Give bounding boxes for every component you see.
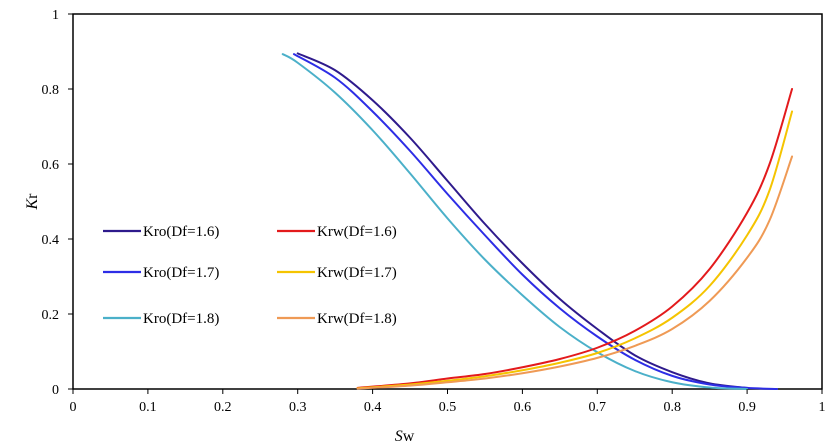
plot-area — [72, 13, 823, 390]
plot-frame — [72, 13, 823, 390]
series-line-kro-df-1-6 — [296, 52, 749, 389]
x-tick-label: 0.4 — [364, 400, 382, 415]
legend-label: Kro(Df=1.7) — [143, 265, 219, 281]
x-tick-label: 0 — [70, 400, 77, 415]
legend-label: Kro(Df=1.6) — [143, 224, 219, 240]
y-axis-title-subscript: r — [24, 193, 41, 199]
series-line-kro-df-1-8 — [281, 53, 749, 390]
y-tick-label: 0.4 — [42, 233, 60, 248]
y-tick-label: 0.6 — [42, 158, 60, 173]
x-axis-title: Sw — [395, 428, 415, 444]
legend-label: Krw(Df=1.6) — [317, 224, 397, 240]
series-line-krw-df-1-6 — [356, 88, 794, 389]
legend-label: Krw(Df=1.7) — [317, 265, 397, 281]
x-tick-label: 0.9 — [738, 400, 756, 415]
series-line-krw-df-1-7 — [356, 110, 794, 390]
x-axis-title-subscript: w — [403, 428, 415, 444]
series-line-krw-df-1-8 — [356, 155, 794, 390]
series-line-kro-df-1-7 — [292, 53, 779, 390]
legend-item-kro-df-1-6: Kro(Df=1.6) — [103, 224, 219, 240]
x-tick-label: 0.8 — [663, 400, 681, 415]
x-tick-label: 0.7 — [589, 400, 607, 415]
legend-item-kro-df-1-7: Kro(Df=1.7) — [103, 265, 219, 281]
legend-item-krw-df-1-7: Krw(Df=1.7) — [277, 265, 397, 281]
legend-label: Kro(Df=1.8) — [143, 311, 219, 327]
y-tick-label: 0.8 — [42, 83, 60, 98]
x-axis-title-symbol: S — [395, 428, 403, 444]
y-tick-label: 0 — [52, 383, 59, 398]
legend-item-kro-df-1-8: Kro(Df=1.8) — [103, 311, 219, 327]
x-tick-label: 0.2 — [214, 400, 232, 415]
axes-layer: 0 0.1 0.2 0.3 0.4 0.5 0.6 0.7 0.8 0.9 1 0 0.2 0.4 0.6 0… — [24, 8, 826, 444]
y-tick-label: 1 — [52, 8, 59, 23]
x-tick-label: 0.5 — [439, 400, 457, 415]
legend-item-krw-df-1-8: Krw(Df=1.8) — [277, 311, 397, 327]
x-tick-label: 0.3 — [289, 400, 307, 415]
legend-label: Krw(Df=1.8) — [317, 311, 397, 327]
x-tick-label: 1 — [819, 400, 826, 415]
legend-item-krw-df-1-6: Krw(Df=1.6) — [277, 224, 397, 240]
x-tick-label: 0.1 — [139, 400, 157, 415]
y-tick-label: 0.2 — [42, 308, 60, 323]
y-axis-title: Kr — [24, 193, 41, 211]
x-tick-label: 0.6 — [514, 400, 532, 415]
y-axis-title-symbol: K — [24, 198, 41, 211]
series-layer — [281, 52, 794, 390]
legend: Kro(Df=1.6) Krw(Df=1.6) Kro(Df=1.7) Krw(Df=… — [103, 224, 397, 327]
